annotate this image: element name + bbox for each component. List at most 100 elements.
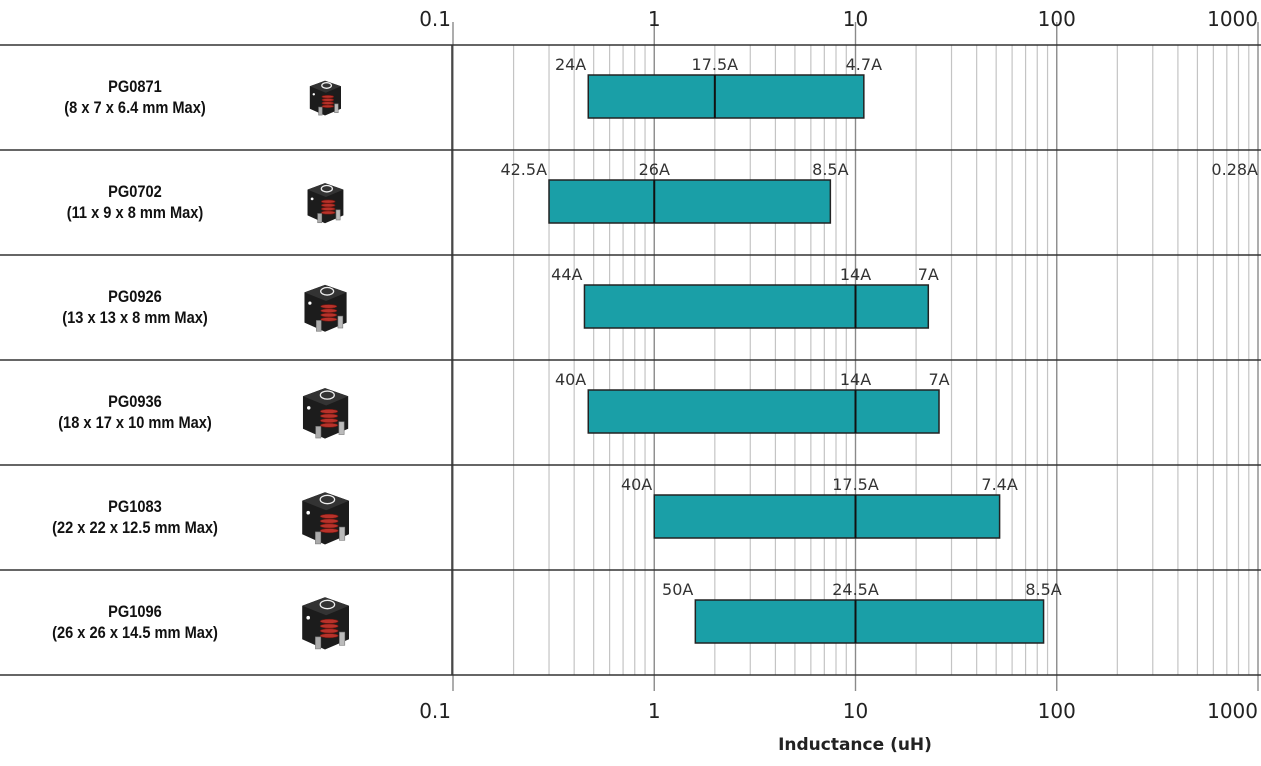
copper-winding [319,518,339,524]
terminal-right [337,315,344,329]
part-dimensions: (8 x 7 x 6.4 mm Max) [64,98,206,117]
part-number: PG0702 [108,182,162,201]
current-rating-label: 8.5A [812,160,848,179]
part-number: PG0871 [108,77,162,96]
copper-winding [320,418,339,423]
current-rating-label: 24.5A [832,580,879,599]
copper-winding [319,528,339,534]
current-rating-label: 7.4A [981,475,1017,494]
logo-mark [321,82,333,89]
power-inductor-icon [304,284,347,332]
copper-winding [320,304,338,309]
range-bar [694,599,1045,644]
copper-winding [321,104,335,108]
x-tick-label-bottom: 1 [648,699,661,723]
copper-winding [319,513,339,519]
current-rating-label: 8.5A [1025,580,1061,599]
part-number: PG1083 [108,497,162,516]
terminal-left [318,106,323,116]
logo-mark [319,599,336,610]
copper-winding [321,203,336,208]
range-bar [583,284,930,329]
polarity-dot [307,406,311,410]
copper-winding [320,409,339,414]
current-rating-label: 7A [918,265,939,284]
x-tick-label-bottom: 1000 [1207,699,1258,723]
current-rating-label: 26A [639,160,670,179]
part-dimensions: (13 x 13 x 8 mm Max) [62,308,208,327]
x-axis-title: Inductance (uH) [778,735,932,755]
current-rating-label: 14A [840,370,871,389]
terminal-left [317,213,323,224]
terminal-right [338,421,345,435]
row-label: PG0702 (11 x 9 x 8 mm Max) [19,181,251,223]
logo-mark [319,494,336,505]
inductor-top-face [304,284,347,302]
row-label: PG1083 (22 x 22 x 12.5 mm Max) [19,496,251,538]
polarity-dot [308,301,312,305]
logo-mark [320,184,334,193]
inductor-top-face [302,597,349,616]
terminal-left [315,426,322,439]
inductor-top-face [302,492,349,511]
copper-winding [321,101,335,105]
current-rating-label: 4.7A [846,55,882,74]
row-label: PG0926 (13 x 13 x 8 mm Max) [19,286,251,328]
power-inductor-icon [302,388,349,439]
power-inductor-icon [307,183,344,224]
copper-winding [319,618,339,624]
part-number: PG0936 [108,392,162,411]
x-tick-label-top: 10 [843,7,868,31]
logo-mark [319,390,335,400]
range-bar [587,389,940,434]
current-rating-label: 40A [555,370,586,389]
terminal-right [339,631,346,646]
current-rating-label: 17.5A [832,475,879,494]
logo-mark [320,286,335,296]
x-tick-label-bottom: 100 [1038,699,1076,723]
copper-winding [320,312,338,318]
x-tick-label-bottom: 0.1 [419,699,451,723]
copper-winding [319,523,339,529]
part-number: PG0926 [108,287,162,306]
part-number: PG1096 [108,602,162,621]
polarity-dot [306,615,310,620]
terminal-left [315,636,322,650]
copper-winding [319,628,339,634]
copper-winding [321,199,336,204]
copper-winding [319,633,339,639]
x-tick-label-top: 100 [1038,7,1076,31]
row-label: PG0936 (18 x 17 x 10 mm Max) [19,391,251,433]
copper-winding [320,422,339,428]
polarity-dot [312,93,315,96]
inductor-top-face [302,388,349,406]
range-bar [653,494,1001,539]
part-dimensions: (22 x 22 x 12.5 mm Max) [52,518,218,537]
polarity-dot [310,197,314,201]
current-rating-label: 40A [621,475,652,494]
current-rating-label: 50A [662,580,693,599]
inductor-top-face [309,80,341,93]
inductor-top-face [307,183,344,197]
row-label: PG1096 (26 x 26 x 14.5 mm Max) [19,601,251,643]
current-rating-label: 24A [555,55,586,74]
current-rating-label: 42.5A [500,160,547,179]
terminal-left [316,320,322,332]
x-tick-label-top: 0.1 [419,7,451,31]
terminal-left [315,531,322,545]
copper-winding [321,98,335,102]
copper-winding [321,95,335,99]
power-inductor-icon [309,80,341,116]
copper-winding [320,308,338,313]
copper-winding [321,210,336,215]
copper-winding [321,207,336,211]
copper-winding [320,413,339,419]
x-tick-label-top: 1 [648,7,661,31]
current-rating-label: 7A [928,370,949,389]
current-rating-label: 17.5A [692,55,739,74]
terminal-right [334,103,339,113]
current-rating-label: 44A [551,265,582,284]
copper-winding [320,317,338,322]
row-label: PG0871 (8 x 7 x 6.4 mm Max) [19,76,251,118]
